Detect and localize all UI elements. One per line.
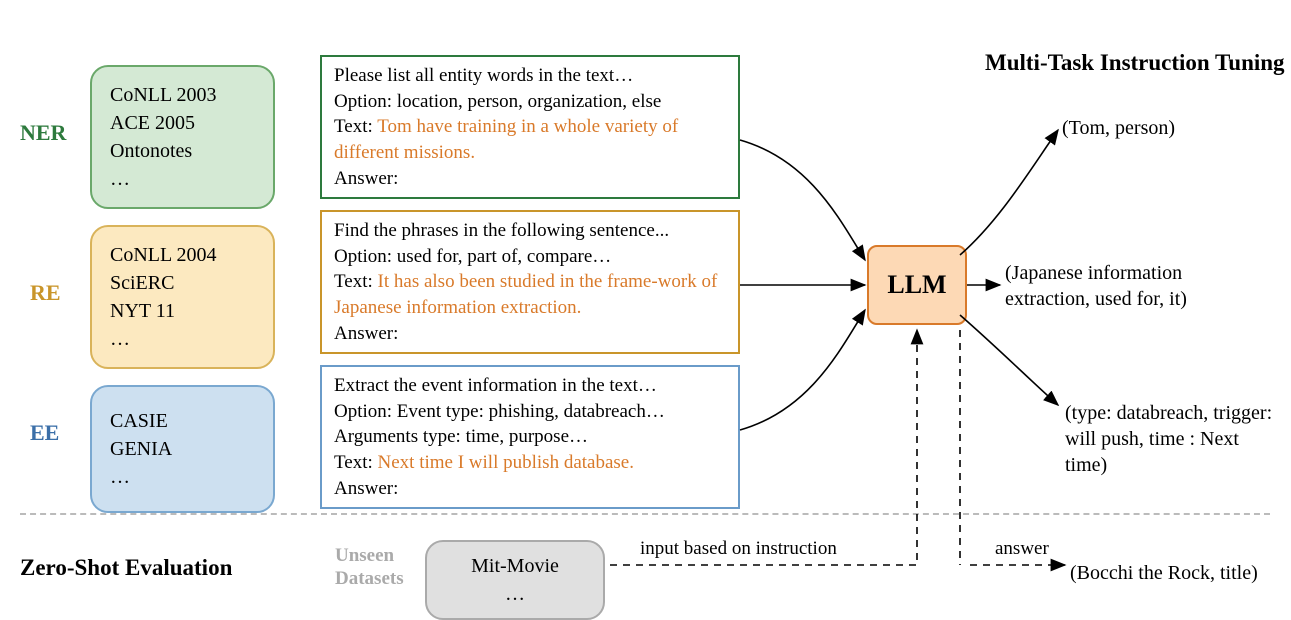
- edge-llm-out3: [960, 315, 1058, 405]
- dataset-box-re: CoNLL 2004 SciERC NYT 11 …: [90, 225, 275, 369]
- prompt-re-text-body: It has also been studied in the frame-wo…: [334, 271, 717, 318]
- dataset-box-ner: CoNLL 2003 ACE 2005 Ontonotes …: [90, 65, 275, 209]
- prompt-re-text-prefix: Text:: [334, 271, 378, 292]
- edge-label-input: input based on instruction: [640, 538, 837, 560]
- edge-label-answer: answer: [995, 538, 1049, 560]
- diagram-root: Multi-Task Instruction Tuning NER RE EE …: [0, 0, 1291, 613]
- prompt-re-line2: Option: used for, part of, compare…: [334, 244, 726, 270]
- prompt-box-ee: Extract the event information in the tex…: [320, 365, 740, 509]
- output-ee: (type: databreach, trigger: will push, t…: [1065, 400, 1285, 478]
- section-divider: [20, 513, 1270, 515]
- prompt-box-ner: Please list all entity words in the text…: [320, 55, 740, 199]
- prompt-ee-answer: Answer:: [334, 476, 726, 502]
- task-label-re: RE: [30, 280, 61, 306]
- prompt-ner-text: Text: Tom have training in a whole varie…: [334, 114, 726, 165]
- dataset-box-ee: CASIE GENIA …: [90, 385, 275, 513]
- prompt-ner-answer: Answer:: [334, 166, 726, 192]
- prompt-ee-text-prefix: Text:: [334, 452, 378, 473]
- prompt-re-answer: Answer:: [334, 321, 726, 347]
- prompt-ee-text-body: Next time I will publish database.: [378, 452, 634, 473]
- prompt-ner-line2: Option: location, person, organization, …: [334, 89, 726, 115]
- prompt-ner-text-body: Tom have training in a whole variety of …: [334, 116, 678, 163]
- prompt-ee-line1: Extract the event information in the tex…: [334, 373, 726, 399]
- edge-llm-out1: [960, 130, 1058, 255]
- llm-label: LLM: [887, 270, 946, 300]
- llm-box: LLM: [867, 245, 967, 325]
- task-label-ee: EE: [30, 420, 59, 446]
- zeroshot-title: Zero-Shot Evaluation: [20, 555, 232, 581]
- header-title: Multi-Task Instruction Tuning: [985, 50, 1285, 76]
- output-zeroshot: (Bocchi the Rock, title): [1070, 560, 1258, 586]
- prompt-ee-line3: Arguments type: time, purpose…: [334, 424, 726, 450]
- prompt-box-re: Find the phrases in the following senten…: [320, 210, 740, 354]
- prompt-ee-line2: Option: Event type: phishing, databreach…: [334, 399, 726, 425]
- task-label-ner: NER: [20, 120, 66, 146]
- edge-ner-llm: [740, 140, 865, 260]
- unseen-datasets-label: Unseen Datasets: [335, 545, 404, 591]
- prompt-re-line1: Find the phrases in the following senten…: [334, 218, 726, 244]
- edge-ee-llm: [740, 310, 865, 430]
- unseen-dataset-box: Mit-Movie …: [425, 540, 605, 620]
- prompt-re-text: Text: It has also been studied in the fr…: [334, 269, 726, 320]
- output-ner: (Tom, person): [1062, 115, 1175, 141]
- output-re: (Japanese information extraction, used f…: [1005, 260, 1265, 312]
- prompt-ee-text: Text: Next time I will publish database.: [334, 450, 726, 476]
- prompt-ner-line1: Please list all entity words in the text…: [334, 63, 726, 89]
- prompt-ner-text-prefix: Text:: [334, 116, 377, 137]
